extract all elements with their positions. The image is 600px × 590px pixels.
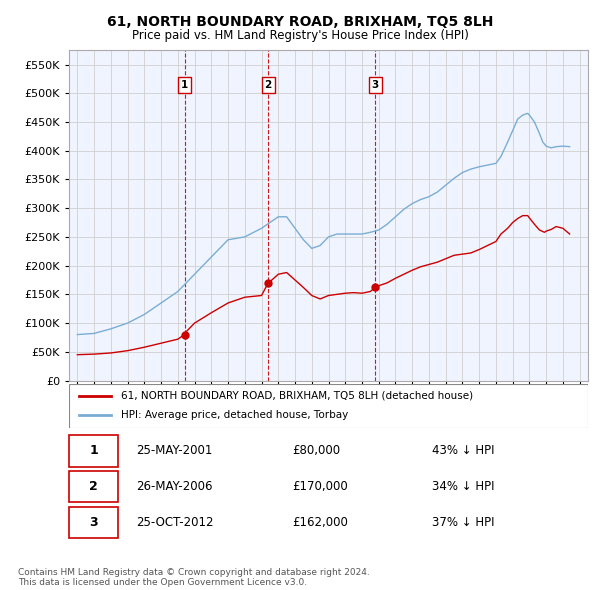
- Text: £80,000: £80,000: [292, 444, 340, 457]
- Text: 26-MAY-2006: 26-MAY-2006: [136, 480, 213, 493]
- Text: 37% ↓ HPI: 37% ↓ HPI: [432, 516, 495, 529]
- Text: 3: 3: [372, 80, 379, 90]
- Text: 61, NORTH BOUNDARY ROAD, BRIXHAM, TQ5 8LH (detached house): 61, NORTH BOUNDARY ROAD, BRIXHAM, TQ5 8L…: [121, 391, 473, 401]
- Text: Price paid vs. HM Land Registry's House Price Index (HPI): Price paid vs. HM Land Registry's House …: [131, 29, 469, 42]
- Text: £170,000: £170,000: [292, 480, 348, 493]
- FancyBboxPatch shape: [69, 507, 118, 538]
- Text: 34% ↓ HPI: 34% ↓ HPI: [432, 480, 495, 493]
- Text: 25-OCT-2012: 25-OCT-2012: [136, 516, 214, 529]
- Text: 1: 1: [181, 80, 188, 90]
- FancyBboxPatch shape: [69, 471, 118, 503]
- Text: £162,000: £162,000: [292, 516, 348, 529]
- Text: 2: 2: [265, 80, 272, 90]
- Text: 1: 1: [89, 444, 98, 457]
- Text: 25-MAY-2001: 25-MAY-2001: [136, 444, 213, 457]
- Text: Contains HM Land Registry data © Crown copyright and database right 2024.
This d: Contains HM Land Registry data © Crown c…: [18, 568, 370, 587]
- Text: HPI: Average price, detached house, Torbay: HPI: Average price, detached house, Torb…: [121, 411, 348, 420]
- Text: 3: 3: [89, 516, 98, 529]
- FancyBboxPatch shape: [69, 435, 118, 467]
- Text: 61, NORTH BOUNDARY ROAD, BRIXHAM, TQ5 8LH: 61, NORTH BOUNDARY ROAD, BRIXHAM, TQ5 8L…: [107, 15, 493, 30]
- Text: 2: 2: [89, 480, 98, 493]
- Text: 43% ↓ HPI: 43% ↓ HPI: [432, 444, 495, 457]
